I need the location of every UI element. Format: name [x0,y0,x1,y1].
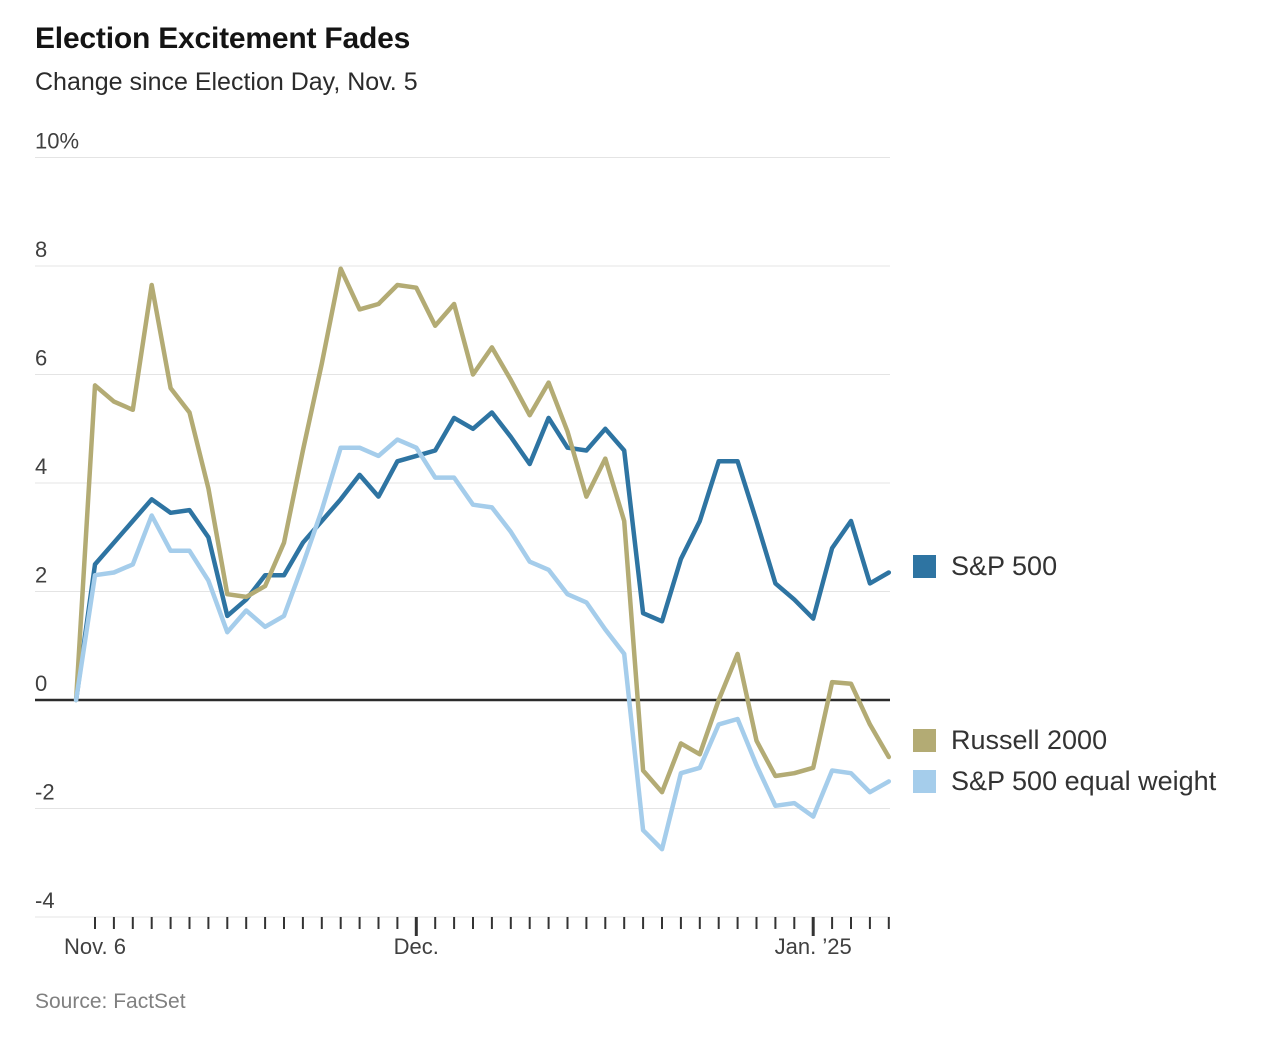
y-axis-tick-label: -2 [35,780,55,805]
y-axis-tick-label: 10% [35,129,79,154]
russell2000-color-swatch [913,729,936,752]
y-axis-tick-label: 6 [35,346,47,371]
y-axis-tick-label: 0 [35,671,47,696]
x-axis-tick-label: Dec. [394,934,439,959]
y-axis-tick-label: 2 [35,563,47,588]
series-line-s-p-500 [73,410,892,703]
chart-title: Election Excitement Fades [35,22,411,55]
series-line-s-p-500-equal-weight [73,437,892,852]
legend-label: S&P 500 [951,551,1058,581]
x-axis-tick-label: Nov. 6 [64,934,126,959]
legend-label: S&P 500 equal weight [951,766,1217,796]
y-axis-tick-label: 4 [35,454,47,479]
source-credit: Source: FactSet [35,990,186,1013]
legend-label: Russell 2000 [951,725,1108,755]
series-line-russell-2000 [73,266,892,795]
sp500-color-swatch [913,555,936,578]
x-axis-tick-label: Jan. ’25 [775,934,852,959]
legend-item-russell2000: Russell 2000 [913,725,1107,756]
legend-item-sp500: S&P 500 [913,551,1057,582]
sp500-equal-weight-color-swatch [913,770,936,793]
legend-item-sp500-equal-weight: S&P 500 equal weight [913,766,1216,797]
y-axis-tick-label: 8 [35,237,47,262]
chart-subtitle: Change since Election Day, Nov. 5 [35,68,418,96]
y-axis-tick-label: -4 [35,888,55,913]
